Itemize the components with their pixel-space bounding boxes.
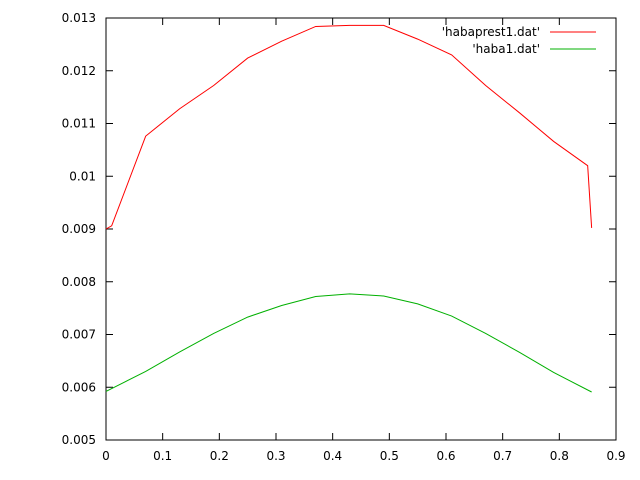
y-tick-label: 0.009 (62, 222, 96, 236)
x-tick-label: 0.1 (153, 449, 172, 463)
x-tick-label: 0.6 (436, 449, 455, 463)
series-line-2 (105, 293, 592, 393)
y-tick-label: 0.006 (62, 380, 96, 394)
y-tick-label: 0.008 (62, 275, 96, 289)
x-tick-label: 0.2 (210, 449, 229, 463)
x-tick-label: 0.3 (266, 449, 285, 463)
series-line-1 (105, 24, 593, 230)
y-tick-label: 0.007 (62, 328, 96, 342)
y-tick-label: 0.012 (62, 64, 96, 78)
y-tick-label: 0.011 (62, 117, 96, 131)
y-tick-label: 0.013 (62, 11, 96, 25)
x-tick-label: 0.9 (606, 449, 625, 463)
x-tick-label: 0.5 (380, 449, 399, 463)
x-tick-label: 0.7 (493, 449, 512, 463)
y-tick-label: 0.01 (69, 169, 96, 183)
y-tick-label: 0.005 (62, 433, 96, 447)
x-tick-label: 0 (102, 449, 110, 463)
x-tick-label: 0.4 (323, 449, 342, 463)
legend-label-2: 'haba1.dat' (472, 42, 540, 56)
legend-label-1: 'habaprest1.dat' (442, 25, 540, 39)
x-tick-label: 0.8 (550, 449, 569, 463)
